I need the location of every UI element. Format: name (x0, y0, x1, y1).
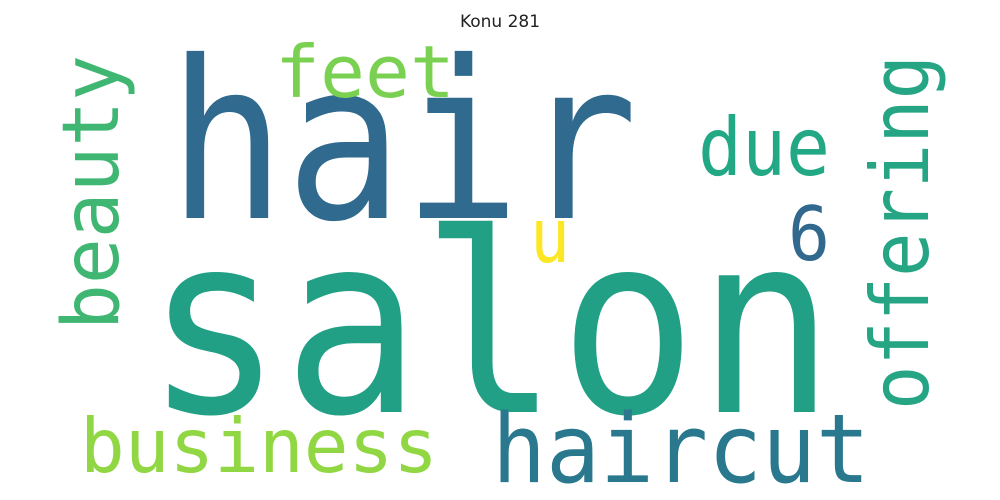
word-beauty: beauty (47, 55, 137, 330)
word-haircut: haircut (492, 395, 870, 500)
word-offering: offering (854, 55, 947, 410)
word-u: u (530, 192, 570, 280)
word-due: due (698, 101, 830, 194)
word-feet: feet (275, 30, 455, 114)
chart-title: Konu 281 (459, 12, 541, 32)
word-business: business (80, 402, 438, 490)
word-hair: hair (168, 14, 638, 270)
word-6: 6 (788, 190, 830, 278)
word-salon: salon (145, 180, 835, 471)
